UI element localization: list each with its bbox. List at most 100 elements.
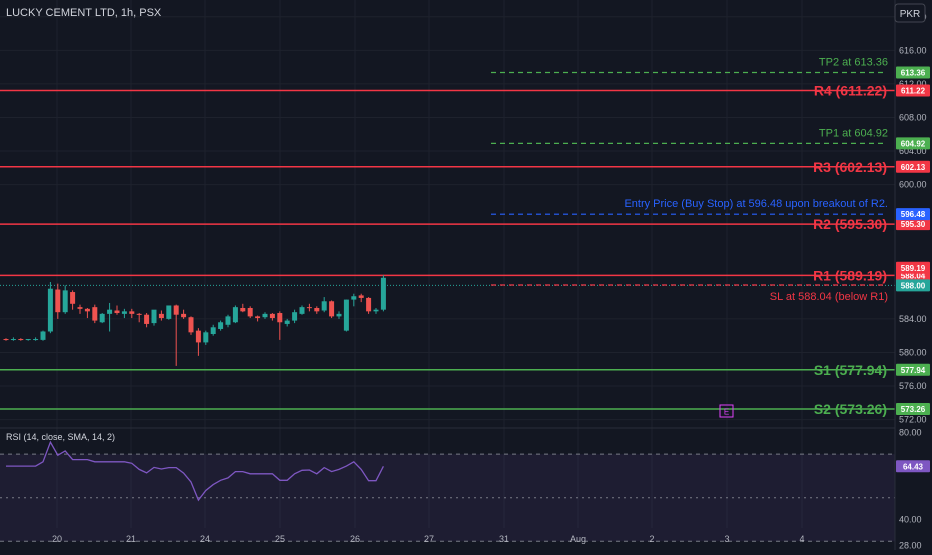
candle-body [240,307,246,312]
candle-body [314,307,320,312]
candle-body [232,307,238,323]
event-marker[interactable] [719,404,734,418]
candle-body [195,330,201,343]
x-tick-label: 21 [126,534,136,544]
rsi-last-badge-bg [896,460,930,473]
candle-body [62,290,68,313]
badge-s2-bg [896,403,930,416]
candle-body [18,339,24,341]
annotations: R4 (611.22) R3 (602.13) R2 (595.30) R1 (589… [624,57,888,418]
candle-body [306,307,312,309]
currency-button[interactable] [894,3,926,23]
rsi-band-fill [0,454,895,542]
badge-r2: 595.30 [901,220,926,229]
x-tick-label: Aug [570,534,586,544]
candle-body [33,339,39,341]
x-tick-label: 26 [350,534,360,544]
candle-body [181,313,187,318]
x-tick-label: 3 [724,534,729,544]
rsi-last-badge: 64.43 [903,462,924,471]
x-tick-label: 25 [275,534,285,544]
candle-body [255,316,261,319]
candle-body [299,307,305,314]
candle-body [40,331,46,340]
candle-body [166,305,172,319]
badge-r1: 588.04 [901,271,926,280]
rsi-tick-label: 28.00 [899,541,922,550]
level-label-r1: R1 (589.19) [813,267,887,283]
candle-body [129,311,135,314]
x-axis: 20 21 24 25 26 27 31 Aug 2 3 4 [52,534,805,544]
candle-body [262,313,268,318]
candles [3,275,386,366]
candle-body [25,339,31,341]
badge-high: 589.19 [901,264,926,273]
target-label-sl: SL at 588.04 (below R1) [770,291,888,303]
y-tick-label: 580.00 [899,347,927,357]
candle-body [173,305,179,315]
candle-body [136,313,142,315]
badge-tp2: 613.36 [901,69,926,78]
candle-body [218,322,224,329]
badge-entry: 596.48 [901,210,926,219]
y-tick-label: 584.00 [899,314,927,324]
currency-label: PKR [900,9,921,20]
grid [0,0,895,528]
candle-body [366,297,372,312]
badge-tp1-bg [896,137,930,150]
x-tick-label: 2 [649,534,654,544]
candle-body [343,299,349,331]
candle-body [336,313,342,317]
badge-r3: 602.13 [901,163,926,172]
candle-body [203,332,209,343]
y-tick-label: 608.00 [899,112,927,122]
badge-r4: 611.22 [901,86,926,95]
x-tick-label: 31 [499,534,509,544]
candle-body [269,313,275,319]
candle-body [92,307,98,321]
rsi-tick-label: 80.00 [899,427,922,437]
y-tick-label: 604.00 [899,146,927,156]
rsi-line-group [6,440,384,502]
candle-body [284,320,290,324]
levels [0,71,895,410]
candle-body [121,311,127,314]
candle-body [321,301,327,311]
badge-s1: 577.94 [901,366,926,375]
badge-last: 588.00 [901,281,926,290]
x-tick-label: 27 [424,534,434,544]
level-label-r2: R2 (595.30) [813,216,887,232]
level-label-r4: R4 (611.22) [814,82,887,98]
badge-r4-bg [896,84,930,97]
candle-body [247,307,253,317]
candle-body [210,327,216,335]
y-tick-label: 616.00 [899,45,927,55]
badge-tp2-bg [896,66,930,79]
level-label-s1: S1 (577.94) [814,362,887,378]
badge-entry-bg [896,208,930,221]
event-marker-label: E [724,408,729,417]
candle-body [107,309,113,314]
candle-body [114,310,120,314]
badge-high-bg [896,261,930,274]
candle-body [151,309,157,324]
badge-r2-bg [896,218,930,231]
candle-body [144,314,150,324]
candle-body [55,289,61,313]
candle-body [373,309,379,312]
x-tick-label: 24 [200,534,210,544]
badge-tp1: 604.92 [901,139,926,148]
rsi-tick-label: 40.00 [899,515,922,525]
level-label-r3: R3 (602.13) [813,159,887,175]
level-label-s2: S2 (573.26) [814,401,887,417]
candle-body [380,277,386,310]
chart-title: LUCKY CEMENT LTD, 1h, PSX [6,7,162,19]
badge-s2: 573.26 [901,405,926,414]
x-tick-label: 4 [799,534,804,544]
y-tick-label: 572.00 [899,415,927,425]
candle-body [277,313,283,323]
candle-body [329,301,335,317]
rsi-title: RSI (14, close, SMA, 14, 2) [6,432,115,442]
candle-body [225,316,231,325]
